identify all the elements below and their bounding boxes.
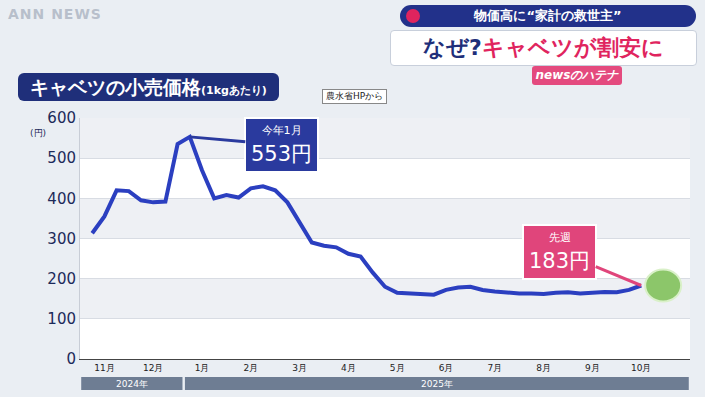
html-text:なぜ?キャベツが割安に: なぜ?キャベツが割安に: [423, 35, 664, 60]
svg-text:今年1月553円: 今年1月553円: [251, 124, 312, 166]
html-text:キャベツの小売価格(1kgあたり): キャベツの小売価格(1kgあたり): [30, 76, 267, 98]
svg-text:100: 100: [47, 310, 76, 328]
svg-text:500: 500: [47, 149, 76, 167]
svg-text:200: 200: [47, 270, 76, 288]
svg-text:4月: 4月: [341, 363, 356, 373]
html-text:農水省HPから: 農水省HPから: [326, 91, 384, 101]
svg-text:2024年: 2024年: [116, 379, 148, 389]
svg-text:400: 400: [47, 190, 76, 208]
svg-text:5月: 5月: [390, 363, 405, 373]
svg-text:12月: 12月: [143, 363, 163, 373]
svg-text:6月: 6月: [439, 363, 454, 373]
svg-text:8月: 8月: [536, 363, 551, 373]
svg-text:11月: 11月: [94, 363, 114, 373]
svg-text:2月: 2月: [243, 363, 258, 373]
svg-text:9月: 9月: [585, 363, 600, 373]
svg-text:(円): (円): [30, 128, 46, 138]
html-text:ANN NEWS: ANN NEWS: [8, 6, 102, 22]
html-text:物価高に“家計の救世主”: 物価高に“家計の救世主”: [474, 8, 622, 23]
svg-text:1月: 1月: [195, 363, 210, 373]
svg-text:2025年: 2025年: [421, 379, 453, 389]
svg-text:10月: 10月: [631, 363, 651, 373]
svg-text:600: 600: [47, 109, 76, 127]
svg-text:300: 300: [47, 230, 76, 248]
svg-text:7月: 7月: [487, 363, 502, 373]
svg-text:0: 0: [66, 350, 76, 368]
html-text:newsのハテナ: newsのハテナ: [535, 68, 619, 82]
svg-text:先週183円: 先週183円: [529, 231, 590, 273]
svg-text:3月: 3月: [292, 363, 307, 373]
